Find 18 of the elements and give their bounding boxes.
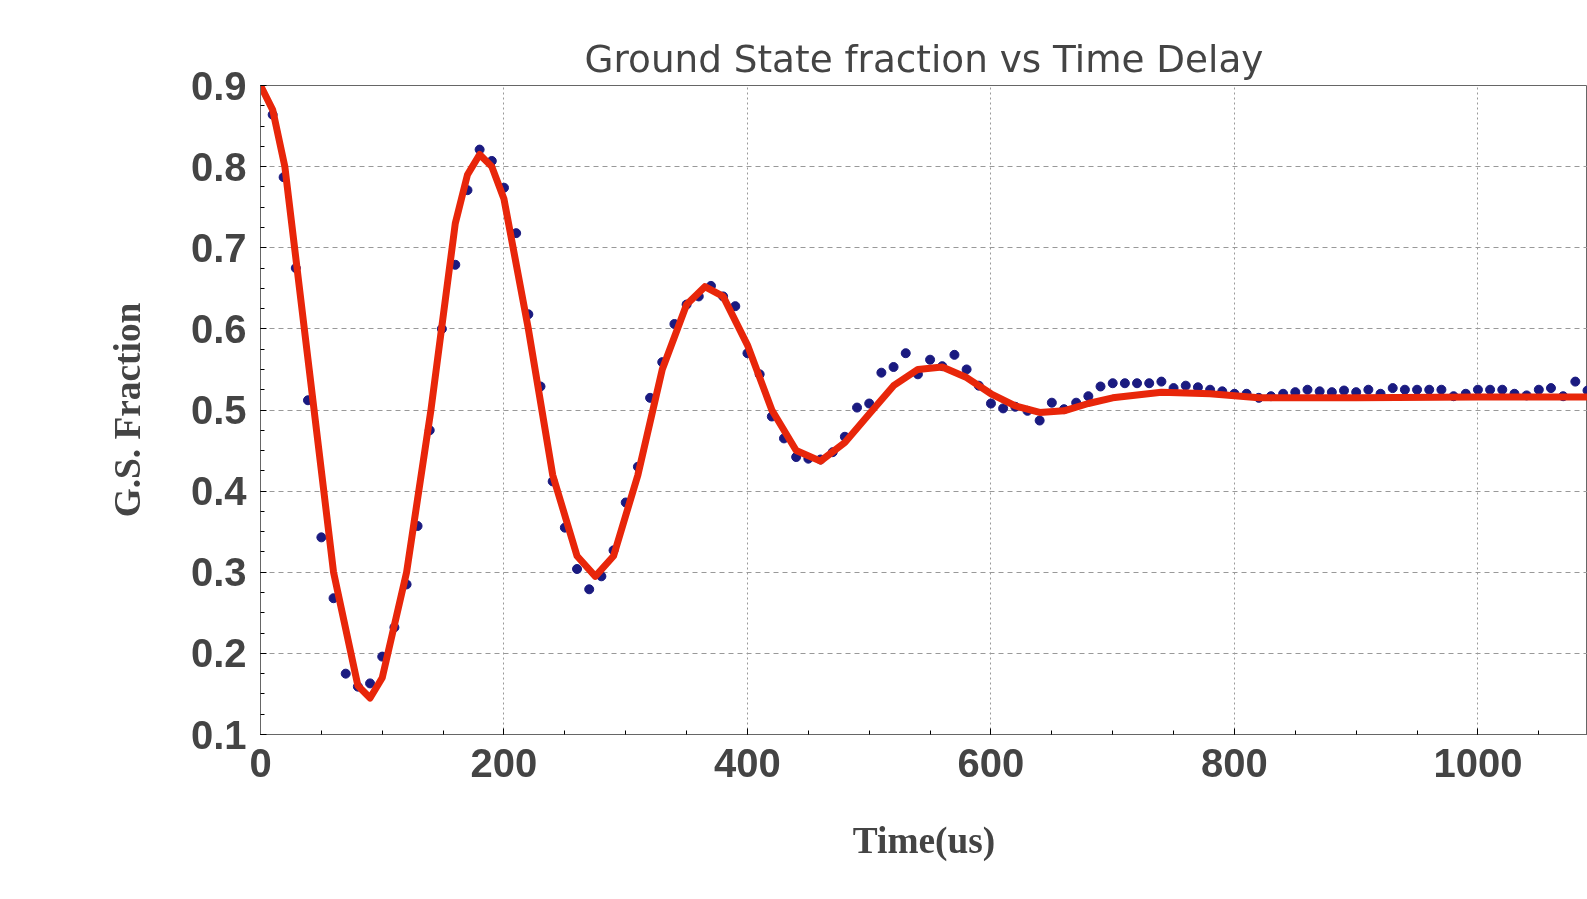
chart-title: Ground State fraction vs Time Delay (584, 36, 1264, 81)
y-tick-label: 0.3 (190, 550, 247, 595)
y-axis-title: G.S. Fraction (106, 302, 148, 518)
x-tick-label: 1000 (1433, 740, 1523, 785)
y-tick-label: 0.6 (190, 306, 247, 351)
y-tick-label: 0.2 (190, 631, 247, 676)
x-tick-label: 600 (957, 740, 1025, 785)
x-tick-label: 400 (714, 740, 781, 785)
x-tick-label: 0 (249, 740, 272, 785)
y-tick-label: 0.4 (190, 469, 248, 514)
y-tick-label: 0.9 (190, 63, 247, 108)
y-tick-label: 0.1 (190, 712, 247, 757)
x-tick-label: 200 (470, 740, 538, 785)
y-tick-label: 0.5 (190, 388, 247, 432)
x-tick-label: 800 (1201, 740, 1268, 785)
y-tick-label: 0.7 (190, 225, 247, 270)
y-tick-label: 0.8 (190, 144, 247, 189)
x-axis-title: Time(us) (852, 819, 996, 862)
